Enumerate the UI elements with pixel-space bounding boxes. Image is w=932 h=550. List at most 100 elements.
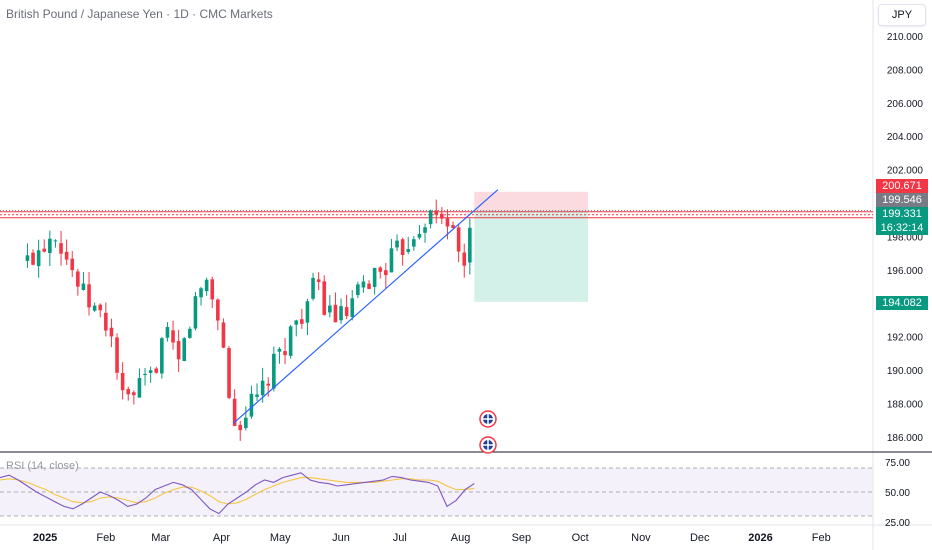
x-tick-label: Oct	[572, 532, 589, 544]
x-tick-label: 2026	[748, 532, 772, 544]
candle-body	[25, 255, 30, 261]
candle-body	[42, 248, 47, 252]
x-tick-label: Jun	[332, 532, 350, 544]
y-tick-label: 188.000	[887, 399, 924, 410]
candle-body	[372, 267, 377, 287]
candle-body	[92, 305, 97, 311]
x-tick-label: May	[270, 532, 291, 544]
candle-body	[333, 304, 338, 323]
x-tick-label: Mar	[151, 532, 170, 544]
y-tick-label: 204.000	[887, 132, 924, 143]
y-tick-label: 192.000	[887, 333, 924, 344]
candle-body	[64, 251, 69, 260]
chart-title: British Pound / Japanese Yen · 1D · CMC …	[6, 7, 273, 21]
candle-body	[232, 398, 237, 426]
candle-body	[76, 271, 80, 287]
candle-body	[160, 338, 164, 374]
candle-body	[227, 348, 231, 398]
candle-body	[384, 270, 388, 276]
candle-body	[434, 210, 439, 215]
candle-body	[322, 281, 327, 315]
candle-body	[137, 378, 142, 398]
candle-body	[266, 383, 271, 386]
candle-body	[104, 312, 108, 331]
uk-event-marker-icon	[479, 436, 497, 454]
candle-body	[316, 279, 321, 282]
candle-body	[428, 210, 433, 225]
candle-body	[171, 330, 175, 343]
y-tick-label: 190.000	[887, 366, 924, 377]
candle-body	[294, 320, 299, 325]
candle-body	[283, 351, 287, 356]
candle-body	[48, 238, 52, 254]
candle-body	[328, 305, 332, 313]
candle-body	[132, 392, 136, 396]
rsi-tick-label: 50.00	[885, 488, 910, 499]
candle-body	[260, 380, 265, 396]
candle-body	[109, 327, 114, 337]
candle-body	[462, 252, 467, 266]
x-tick-label: Dec	[690, 532, 710, 544]
candle-body	[412, 239, 416, 247]
candle-body	[31, 252, 35, 265]
stop-loss-zone	[474, 191, 588, 211]
x-tick-label: Apr	[213, 532, 230, 544]
take-profit-zone	[474, 210, 588, 302]
candle-body	[277, 348, 282, 352]
candle-body	[216, 299, 220, 321]
candle-body	[70, 258, 75, 271]
y-tick-label: 202.000	[887, 166, 924, 177]
currency-selector[interactable]: JPY	[878, 4, 926, 26]
candle-body	[378, 267, 383, 272]
candle-body	[389, 248, 394, 273]
candles	[25, 199, 472, 441]
candle-body	[36, 250, 41, 267]
candle-body	[199, 288, 203, 298]
candle-body	[115, 337, 119, 373]
candle-body	[188, 328, 192, 338]
candle-body	[445, 218, 450, 227]
rsi-ma-line	[0, 477, 475, 505]
x-tick-label: Nov	[631, 532, 651, 544]
candle-body	[272, 353, 276, 389]
candle-body	[120, 372, 125, 391]
candle-body	[81, 283, 86, 290]
candle-body	[423, 227, 427, 233]
candle-body	[468, 227, 472, 263]
candle-body	[344, 307, 349, 316]
candle-body	[249, 393, 254, 417]
candle-body	[59, 243, 63, 254]
candle-body	[406, 249, 411, 252]
candle-body	[451, 225, 455, 229]
candle-body	[210, 279, 215, 300]
y-tick-label: 196.000	[887, 266, 924, 277]
candle-body	[221, 322, 226, 348]
candle-body	[288, 326, 293, 356]
x-tick-label: Feb	[812, 532, 831, 544]
rsi-line	[0, 472, 475, 515]
candle-body	[255, 394, 259, 397]
x-tick-label: Jul	[393, 532, 407, 544]
candle-body	[417, 233, 422, 238]
y-tick-label: 198.000	[887, 232, 924, 243]
x-tick-label: 2025	[33, 532, 57, 544]
candle-body	[339, 306, 343, 321]
candle-body	[244, 417, 248, 429]
candle-body	[87, 284, 91, 308]
candle-body	[193, 296, 198, 329]
x-tick-label: Feb	[96, 532, 115, 544]
rsi-tick-label: 75.00	[885, 458, 910, 469]
candle-body	[126, 389, 131, 395]
candle-body	[350, 298, 355, 317]
candle-body	[395, 240, 399, 248]
x-tick-label: Sep	[512, 532, 532, 544]
candle-body	[154, 368, 159, 373]
candle-body	[361, 281, 366, 288]
candle-body	[148, 370, 153, 373]
last-price-tag: 199.331	[876, 207, 928, 221]
y-tick-label: 208.000	[887, 65, 924, 76]
rsi-indicator-label[interactable]: RSI (14, close)	[6, 460, 79, 472]
x-tick-label: Aug	[451, 532, 471, 544]
candle-body	[440, 213, 444, 219]
